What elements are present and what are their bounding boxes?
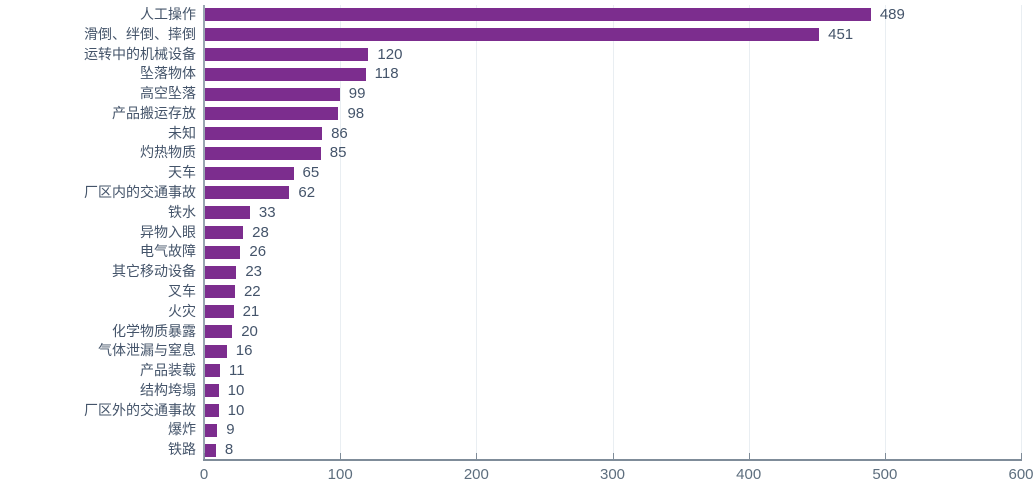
category-label: 未知: [168, 124, 196, 141]
value-label: 21: [242, 302, 260, 320]
x-tick-mark-600: [1021, 453, 1022, 459]
gridline-x-500: [884, 5, 886, 460]
category-label: 叉车: [168, 282, 196, 299]
category-label: 气体泄漏与窒息: [98, 342, 196, 359]
value-label: 28: [252, 223, 269, 241]
value-label: 11: [228, 362, 245, 380]
value-label: 26: [249, 243, 267, 261]
x-tick-label-500: 500: [872, 466, 898, 483]
value-label: 8: [224, 441, 234, 459]
x-tick-label-0: 0: [199, 466, 209, 483]
bar: [205, 107, 339, 121]
bar: [205, 67, 366, 81]
category-label: 产品装载: [140, 362, 196, 379]
value-label: 10: [227, 381, 245, 399]
value-label: 9: [226, 421, 235, 439]
category-label: 电气故障: [140, 243, 196, 260]
x-tick-label-300: 300: [599, 466, 626, 483]
category-label: 结构垮塌: [140, 381, 196, 398]
value-label: 451: [828, 25, 854, 43]
bar: [205, 47, 369, 61]
gridline-x-300: [612, 5, 614, 460]
category-label: 天车: [168, 164, 196, 181]
x-axis-line: [203, 459, 1022, 461]
category-label: 产品搬运存放: [112, 104, 196, 121]
bar: [205, 384, 219, 398]
value-label: 20: [241, 322, 258, 340]
bar: [205, 226, 244, 239]
bar: [205, 423, 218, 437]
bar: [205, 8, 871, 22]
value-label: 120: [377, 45, 403, 63]
category-label: 运转中的机械设备: [84, 45, 196, 62]
value-label: 16: [235, 342, 253, 360]
x-tick-mark-500: [884, 453, 886, 459]
bar: [205, 186, 290, 200]
value-label: 489: [879, 6, 905, 23]
category-label: 人工操作: [140, 6, 196, 22]
category-label: 厂区外的交通事故: [84, 401, 196, 418]
category-label: 铁路: [168, 441, 196, 458]
bar: [205, 344, 227, 358]
value-label: 23: [245, 263, 262, 281]
bar: [205, 324, 233, 338]
bar: [205, 285, 235, 299]
category-label: 高空坠落: [140, 85, 196, 102]
bar: [205, 28, 820, 42]
category-label: 厂区内的交通事故: [84, 184, 196, 201]
bar: [205, 146, 321, 160]
value-label: 33: [258, 203, 276, 221]
category-label: 灼热物质: [140, 144, 196, 161]
category-label: 异物入眼: [140, 223, 196, 240]
y-axis-line: [203, 5, 205, 460]
x-tick-label-200: 200: [463, 466, 489, 483]
bar: [205, 404, 219, 418]
bar: [205, 245, 241, 259]
gridline-x-100: [340, 5, 342, 460]
value-label: 10: [227, 401, 245, 419]
bar: [205, 364, 220, 378]
category-label: 爆炸: [168, 421, 196, 438]
category-label: 火灾: [168, 302, 196, 319]
value-label: 62: [298, 184, 316, 202]
value-label: 85: [329, 144, 347, 162]
category-label: 化学物质暴露: [112, 322, 196, 339]
x-tick-mark-0: [204, 453, 205, 459]
bar: [205, 127, 323, 141]
value-label: 86: [331, 124, 348, 142]
x-tick-label-400: 400: [736, 466, 762, 483]
bar: [205, 305, 234, 319]
category-label: 铁水: [168, 203, 196, 220]
gridline-x-200: [476, 5, 478, 460]
value-label: 99: [348, 85, 366, 103]
gridline-x-400: [748, 5, 750, 460]
value-label: 22: [243, 282, 261, 300]
x-tick-mark-200: [476, 453, 478, 459]
value-label: 118: [374, 65, 399, 83]
bar: [205, 443, 216, 457]
category-label: 其它移动设备: [112, 263, 196, 280]
category-label: 坠落物体: [140, 65, 196, 82]
x-tick-label-600: 600: [1008, 466, 1034, 483]
bar: [205, 206, 250, 220]
x-tick-mark-300: [612, 453, 614, 459]
bar: [205, 166, 294, 180]
gridline-x-600: [1021, 5, 1022, 460]
x-tick-mark-100: [340, 453, 342, 459]
bar: [205, 265, 237, 279]
x-tick-label-100: 100: [327, 466, 353, 483]
category-label: 滑倒、绊倒、摔倒: [84, 25, 196, 42]
bar: [205, 87, 340, 101]
x-tick-mark-400: [748, 453, 750, 459]
value-label: 65: [302, 164, 320, 182]
value-label: 98: [347, 104, 365, 122]
